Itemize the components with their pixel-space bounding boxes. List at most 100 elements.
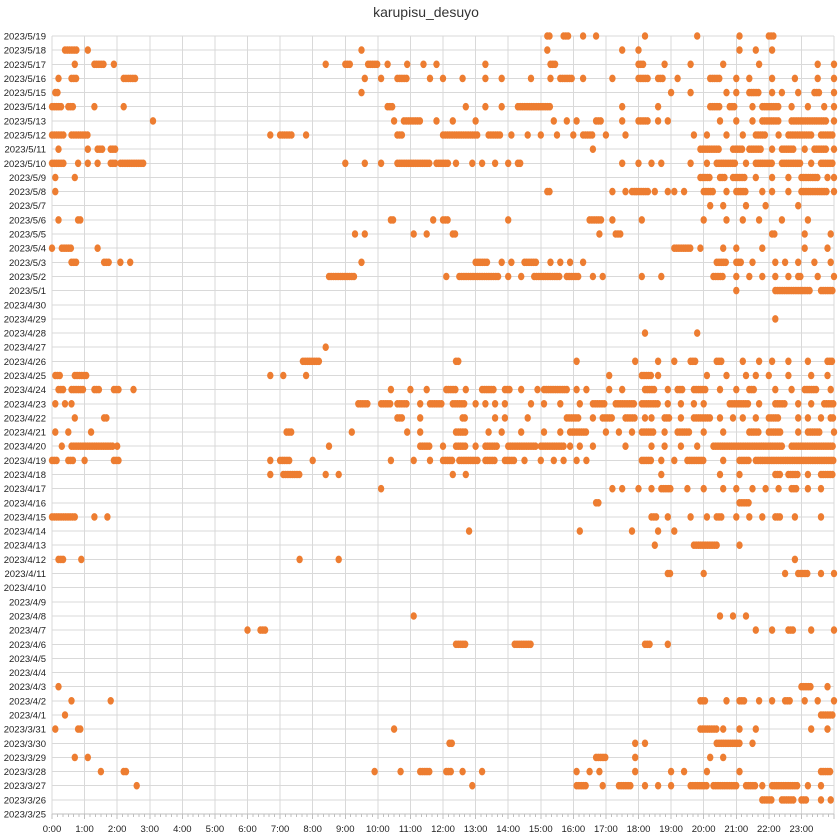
data-point — [77, 725, 84, 733]
data-point — [635, 484, 642, 493]
data-point — [491, 414, 499, 422]
y-tick-label: 2023/5/7 — [9, 201, 46, 212]
data-point — [322, 470, 329, 479]
data-point — [828, 357, 836, 366]
data-point — [551, 60, 559, 69]
y-tick-label: 2023/5/18 — [4, 46, 46, 57]
data-point — [94, 244, 101, 252]
data-point — [439, 74, 447, 83]
y-tick-label: 2023/4/15 — [4, 512, 46, 523]
data-point — [733, 286, 740, 295]
data-point — [117, 258, 124, 267]
data-point — [557, 258, 564, 267]
data-point — [772, 272, 779, 281]
data-point — [817, 781, 825, 790]
x-tick-label: 22:00 — [757, 824, 781, 835]
data-point — [736, 725, 743, 733]
data-point — [768, 74, 776, 83]
data-point — [721, 173, 728, 182]
data-point — [615, 428, 623, 436]
data-point — [576, 527, 583, 535]
data-point — [731, 159, 739, 168]
data-point — [599, 272, 606, 281]
y-tick-label: 2023/4/25 — [4, 371, 46, 382]
data-point — [641, 739, 649, 748]
x-tick-label: 12:00 — [431, 824, 455, 835]
data-point — [733, 513, 740, 521]
data-point — [597, 117, 604, 125]
x-axis-labels: 0:00 1:00 2:00 3:00 4:00 5:00 6:00 7:00 8:00 9:00… — [43, 824, 814, 835]
data-point — [824, 682, 831, 691]
data-point — [723, 216, 730, 224]
data-point — [635, 159, 642, 168]
data-point — [716, 470, 724, 479]
data-point — [707, 201, 714, 210]
data-point — [750, 385, 757, 394]
x-tick-label: 7:00 — [271, 824, 290, 835]
data-point — [544, 46, 551, 54]
data-point — [644, 187, 652, 196]
data-point — [288, 428, 295, 436]
data-point — [61, 400, 69, 408]
data-point — [824, 371, 831, 380]
y-tick-label: 2023/4/13 — [4, 541, 46, 552]
data-point — [768, 357, 776, 366]
data-point — [679, 385, 686, 394]
data-point — [776, 513, 784, 521]
data-point — [757, 145, 764, 153]
data-point — [52, 428, 59, 436]
data-point — [755, 60, 763, 69]
data-point — [449, 117, 456, 125]
data-point — [579, 74, 587, 83]
data-point — [120, 102, 127, 111]
data-point — [423, 385, 430, 394]
data-point — [654, 102, 662, 111]
data-point — [583, 456, 590, 465]
data-point — [563, 385, 570, 394]
data-point — [403, 74, 410, 83]
data-point — [677, 414, 685, 422]
data-point — [801, 230, 808, 238]
data-point — [309, 456, 316, 465]
data-point — [606, 371, 613, 380]
data-point — [788, 385, 795, 394]
data-point — [700, 400, 707, 408]
data-point — [358, 88, 365, 97]
data-point — [59, 555, 67, 564]
data-point — [759, 244, 766, 252]
data-point — [829, 470, 836, 479]
data-point — [420, 60, 427, 69]
data-point — [741, 173, 748, 182]
data-point — [661, 428, 668, 436]
data-point — [739, 131, 746, 139]
data-point — [755, 697, 763, 705]
data-point — [448, 739, 455, 748]
data-point — [830, 428, 838, 436]
data-point — [579, 258, 587, 267]
data-point — [592, 32, 600, 40]
data-point — [346, 60, 353, 69]
data-point — [469, 781, 476, 790]
data-point — [455, 357, 462, 366]
data-point — [472, 117, 479, 125]
data-point — [122, 767, 130, 776]
data-point — [94, 159, 101, 168]
data-point — [781, 569, 789, 578]
data-point — [814, 60, 821, 69]
data-point — [491, 159, 499, 168]
data-point — [608, 414, 615, 422]
data-point — [335, 470, 342, 479]
data-point — [426, 767, 433, 776]
data-point — [112, 159, 119, 168]
data-point — [808, 131, 815, 139]
data-point — [595, 499, 602, 507]
data-point — [671, 187, 678, 196]
data-point — [697, 244, 704, 252]
data-point — [609, 216, 616, 224]
data-point — [664, 400, 671, 408]
data-point — [707, 753, 714, 762]
data-point — [524, 131, 531, 139]
grid — [51, 35, 835, 819]
data-point — [736, 32, 743, 40]
data-point — [550, 117, 557, 125]
